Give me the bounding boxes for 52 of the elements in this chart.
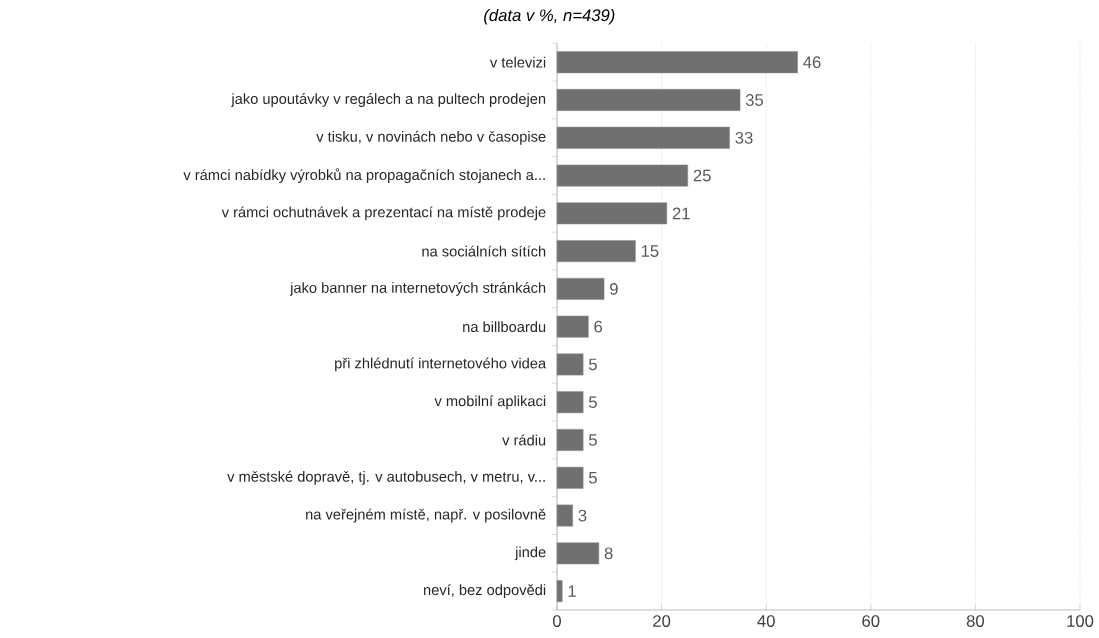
x-tick-label: 80 [966, 615, 985, 627]
y-tick-label: v mobilní aplikaci [434, 395, 546, 410]
data-label: 46 [803, 56, 821, 69]
y-tick-label: v rádiu [502, 434, 546, 446]
y-tick-label: jako banner na internetových stránkách [289, 281, 546, 296]
data-label: 8 [604, 547, 613, 560]
data-label: 21 [672, 207, 690, 220]
y-tick-label: v rámci nabídky výrobků na propagačních stojanech a... [183, 168, 545, 183]
data-label: 33 [735, 131, 753, 144]
data-label: 5 [588, 358, 597, 371]
bar [556, 466, 584, 489]
bar [556, 89, 741, 111]
y-tick-label: při zhlédnutí internetového videa [335, 357, 547, 372]
bar [556, 353, 584, 376]
y-tick-label: v tisku, v novinách nebo v časopise [316, 130, 546, 145]
data-label: 5 [588, 434, 597, 446]
bar [556, 164, 689, 187]
data-label: 5 [588, 396, 597, 409]
x-tick-label: 40 [757, 615, 775, 627]
data-label: 15 [641, 245, 659, 257]
y-tick-label: jinde [514, 546, 546, 561]
chart-subtitle: (data v %, n=439) [484, 8, 615, 25]
y-tick-label: v městské dopravě, tj. v autobusech, v metru, v... [227, 470, 545, 485]
data-label: 1 [568, 585, 576, 597]
bar [556, 51, 798, 74]
x-tick-label: 0 [553, 615, 561, 627]
x-tick-label: 20 [653, 615, 671, 627]
bar [556, 391, 584, 414]
bar [556, 429, 584, 451]
bar [556, 542, 600, 565]
bar [556, 504, 573, 527]
data-label: 9 [610, 283, 618, 295]
y-tick-label: na sociálních sítích [422, 245, 546, 257]
bar [556, 580, 563, 603]
data-label: 25 [693, 169, 711, 182]
y-tick-label: na veřejném místě, např. v posilovně [306, 508, 546, 523]
y-tick-label: jako upoutávky v regálech a na pultech prodejen [231, 93, 546, 107]
bar [556, 126, 730, 149]
bar [556, 315, 589, 338]
data-label: 5 [588, 471, 597, 484]
y-tick-label: neví, bez odpovědi [424, 584, 546, 599]
bar [556, 240, 636, 263]
y-tick-label: v rámci ochutnávek a prezentací na místě prodeje [221, 206, 546, 221]
data-label: 35 [745, 94, 764, 106]
bar [556, 277, 605, 300]
y-tick-label: v televizi [489, 56, 546, 68]
bar [556, 202, 668, 225]
data-label: 3 [578, 509, 587, 522]
x-tick-label: 100 [1067, 615, 1094, 627]
y-tick-label: na billboardu [463, 321, 546, 333]
data-label: 6 [594, 320, 603, 333]
x-tick-label: 60 [862, 615, 880, 627]
